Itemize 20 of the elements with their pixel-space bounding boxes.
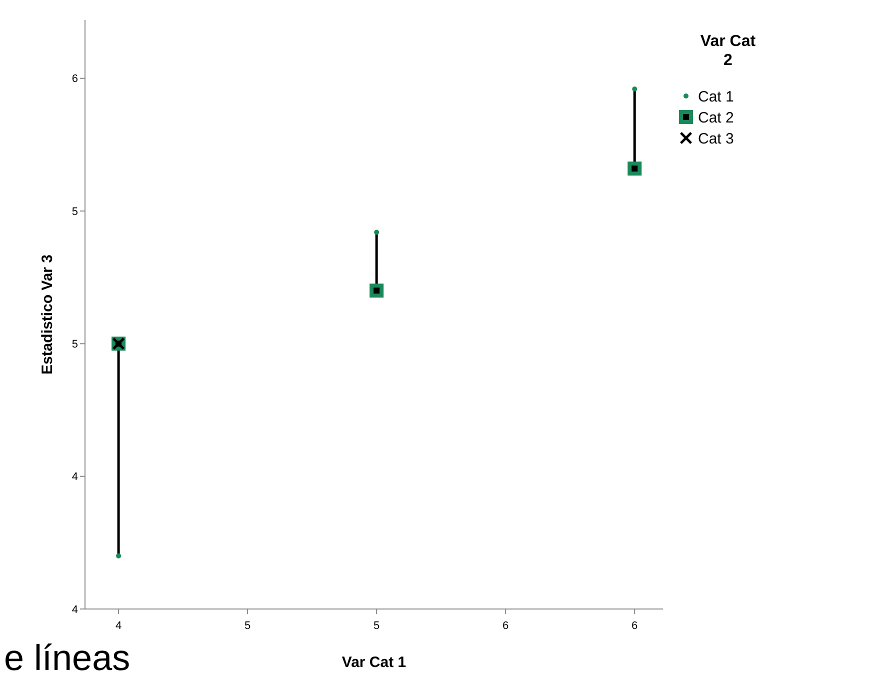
legend-label: Cat 2	[698, 109, 734, 126]
x-tick-label: 6	[632, 620, 638, 632]
point	[632, 86, 638, 92]
y-axis-title: Estadistico Var 3	[39, 254, 56, 375]
y-tick-label: 5	[72, 206, 78, 218]
y-tick-label: 4	[72, 604, 78, 616]
point	[116, 553, 122, 558]
x-axis-title: Var Cat 1	[342, 654, 406, 671]
point	[374, 230, 380, 235]
x-tick-label: 5	[244, 620, 251, 632]
legend-title: Var Cat 2	[700, 33, 756, 69]
y-tick-label: 5	[72, 338, 78, 351]
text: e líneas	[4, 637, 130, 678]
y-tick-label: 6	[72, 73, 78, 86]
legend-label: Cat 3	[698, 130, 734, 148]
x-tick-label: 4	[115, 620, 122, 632]
y-tick-label: 4	[72, 471, 78, 484]
x-tick-label: 5	[374, 620, 380, 632]
x-tick-label: 6	[502, 620, 509, 632]
legend-label: Cat 1	[698, 88, 734, 106]
